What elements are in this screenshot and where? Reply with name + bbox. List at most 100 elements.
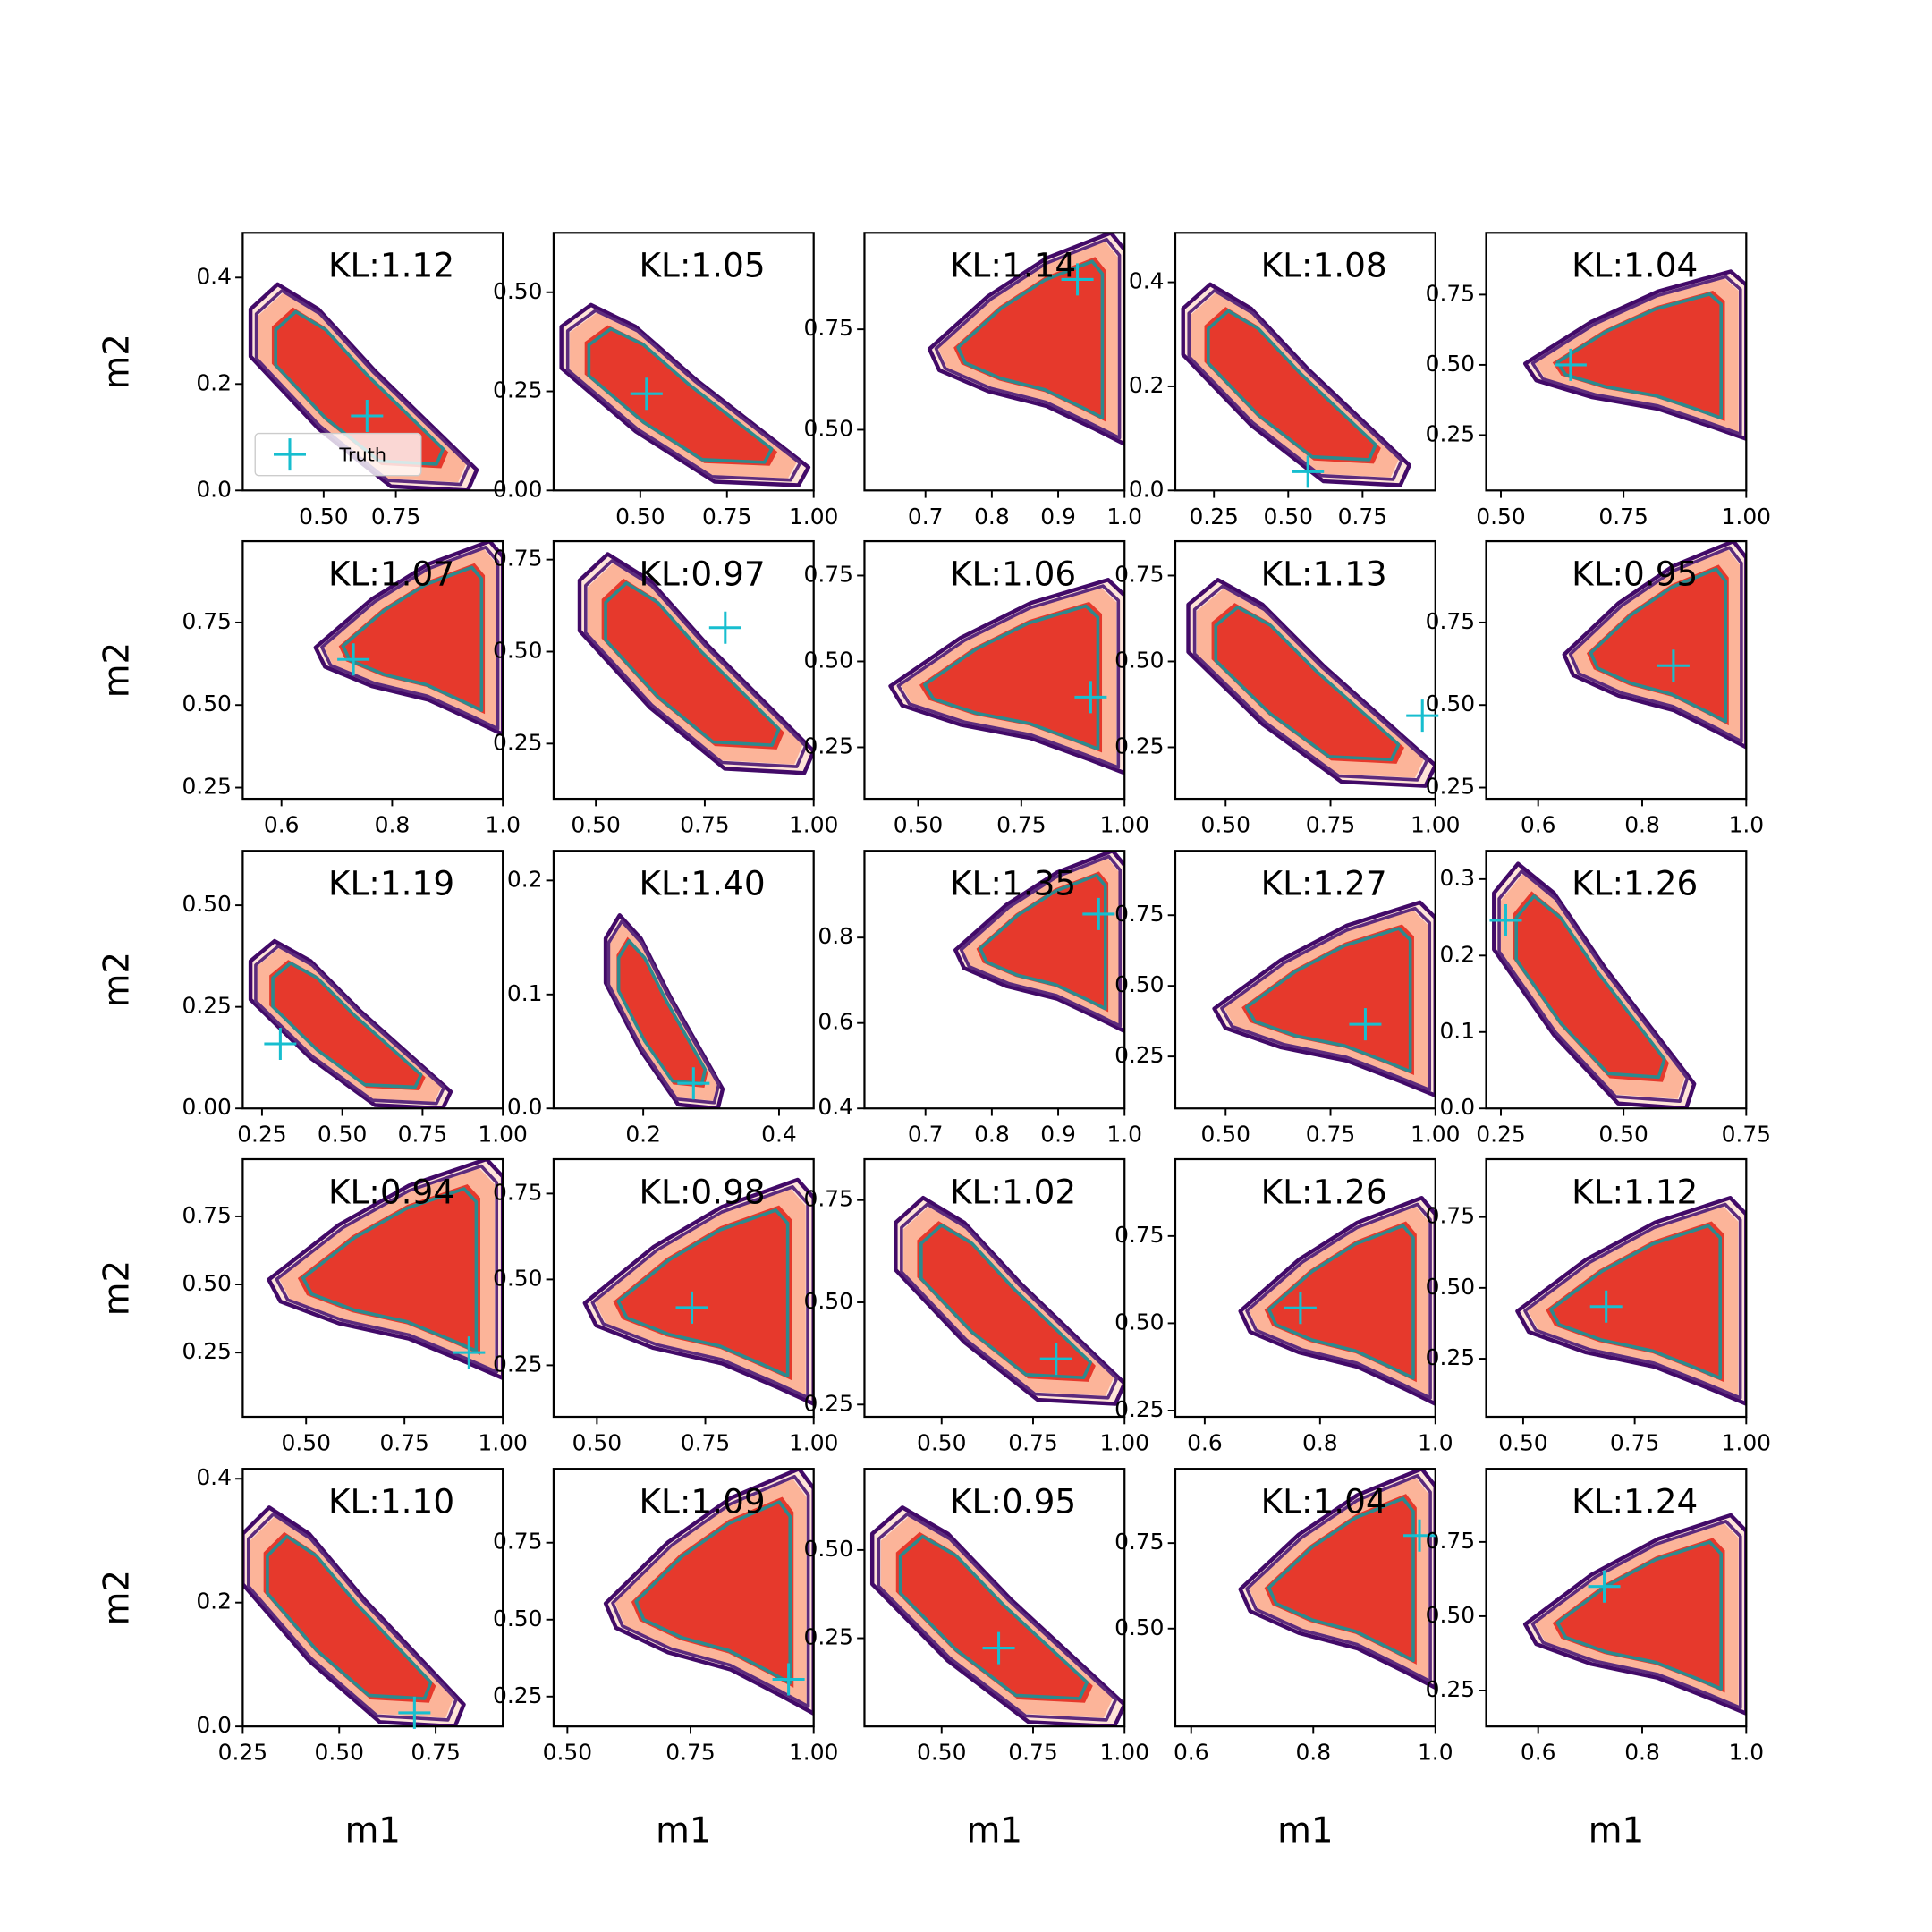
y-axis-label: m2	[97, 952, 137, 1007]
truth-marker	[1061, 263, 1094, 296]
x-tick-label: 0.9	[1040, 504, 1076, 530]
density-contour	[254, 944, 446, 1106]
y-tick-label: 0.50	[493, 638, 542, 664]
density-contour	[613, 1205, 792, 1381]
x-tick-label: 0.75	[702, 504, 751, 530]
y-tick-label: 0.1	[507, 980, 543, 1006]
x-tick-label: 0.6	[1521, 1740, 1556, 1766]
density-contour	[338, 563, 486, 715]
panel-title: KL:1.08	[1261, 246, 1387, 285]
x-tick-label: 0.75	[1722, 1122, 1771, 1148]
y-tick-label: 0.25	[804, 1390, 853, 1416]
panel: 0.50 0.75 1.00 0.25 0.50 0.75 KL:1.04	[1426, 232, 1771, 530]
y-tick-label: 0.8	[818, 923, 853, 949]
x-tick-label: 1.00	[1411, 812, 1460, 838]
panel-title: KL:1.26	[1572, 864, 1698, 903]
density-contour	[888, 578, 1125, 775]
density-contour	[1522, 269, 1747, 441]
x-tick-label: 0.9	[1040, 1122, 1076, 1148]
x-tick-label: 0.25	[1476, 1122, 1525, 1148]
y-tick-label: 0.75	[493, 1529, 542, 1555]
y-tick-label: 0.4	[1129, 268, 1165, 294]
y-tick-label: 0.50	[182, 891, 231, 917]
panel-title: KL:1.35	[950, 864, 1076, 903]
y-tick-label: 0.50	[182, 1270, 231, 1296]
axes-frame	[1174, 850, 1436, 1110]
x-axis-label: m1	[345, 1811, 401, 1852]
density-contour	[271, 962, 423, 1089]
x-axis-label: m1	[1277, 1811, 1333, 1852]
y-tick-label: 0.25	[493, 1351, 542, 1377]
y-tick-label: 0.50	[1426, 691, 1475, 716]
truth-marker	[398, 1696, 431, 1729]
density-contour	[582, 1177, 814, 1406]
density-contour	[976, 871, 1109, 1013]
density-contour	[1187, 289, 1403, 481]
panel-title: KL:0.94	[328, 1172, 454, 1211]
panel: 0.6 0.8 1.0 0.25 0.50 0.75 KL:0.95	[1426, 539, 1764, 838]
density-contour	[1181, 282, 1411, 487]
y-tick-label: 0.25	[182, 774, 231, 800]
x-tick-label: 0.6	[1174, 1740, 1209, 1766]
contours	[1515, 1195, 1747, 1406]
density-contour	[606, 919, 721, 1105]
y-tick-label: 0.75	[182, 1202, 231, 1228]
legend-label: Truth	[338, 445, 386, 466]
panel-title: KL:0.95	[950, 1481, 1076, 1521]
density-contour	[1214, 606, 1401, 762]
truth-marker	[264, 1028, 297, 1061]
density-contour	[959, 854, 1123, 1028]
axes-frame	[242, 539, 504, 801]
x-tick-label: 1.00	[478, 1429, 527, 1455]
panel-title: KL:1.24	[1572, 1481, 1698, 1521]
x-axis-label: m1	[656, 1811, 711, 1852]
x-tick-label: 0.75	[1610, 1429, 1659, 1455]
y-tick-label: 0.50	[1114, 971, 1164, 997]
panel-title: KL:1.12	[328, 246, 454, 285]
density-contour	[631, 1496, 794, 1688]
x-tick-label: 1.0	[1106, 1122, 1142, 1148]
truth-marker	[1403, 1519, 1436, 1552]
x-tick-label: 0.50	[315, 1740, 364, 1766]
density-contour	[603, 1469, 814, 1716]
x-tick-label: 1.0	[1418, 1740, 1453, 1766]
x-tick-label: 0.75	[398, 1122, 447, 1148]
axes-frame	[1485, 1468, 1748, 1728]
density-contour	[1244, 927, 1412, 1073]
panel: 0.50 0.75 1.00 0.25 0.50 0.75 KL:0.97	[493, 539, 838, 838]
contours	[577, 552, 814, 775]
density-contour	[611, 1474, 810, 1708]
density-contour	[1220, 906, 1432, 1092]
contours	[582, 1177, 814, 1406]
y-tick-label: 0.0	[196, 476, 232, 502]
density-contour	[248, 282, 479, 491]
panel-title: KL:1.06	[950, 554, 1076, 593]
x-tick-label: 0.8	[974, 1122, 1010, 1148]
x-tick-label: 0.50	[1201, 1122, 1250, 1148]
y-tick-label: 0.50	[804, 647, 853, 673]
density-contour	[616, 936, 708, 1088]
density-contour	[1241, 924, 1414, 1075]
density-contour	[1562, 541, 1747, 750]
axes-frame	[1174, 1468, 1436, 1728]
panel-title: KL:1.12	[1572, 1172, 1698, 1211]
axes-frame	[1174, 232, 1436, 492]
density-contour	[587, 326, 774, 464]
x-axis-label: m1	[1589, 1811, 1644, 1852]
density-contour	[583, 559, 808, 768]
truth-marker	[772, 1663, 805, 1696]
x-tick-label: 0.8	[1624, 1740, 1660, 1766]
y-tick-label: 0.75	[1426, 608, 1475, 634]
density-contour	[1212, 900, 1436, 1098]
axes-frame	[552, 232, 815, 492]
axes-frame	[242, 850, 504, 1110]
y-tick-label: 0.75	[1114, 1222, 1164, 1248]
y-tick-label: 0.75	[493, 546, 542, 572]
x-tick-label: 0.8	[1302, 1429, 1338, 1455]
panel: 0.2 0.4 0.0 0.1 0.2 KL:1.40	[507, 850, 815, 1148]
panel-title: KL:1.07	[328, 554, 454, 593]
x-tick-label: 0.75	[379, 1429, 428, 1455]
axes-frame	[863, 539, 1126, 801]
density-contour	[604, 581, 781, 747]
